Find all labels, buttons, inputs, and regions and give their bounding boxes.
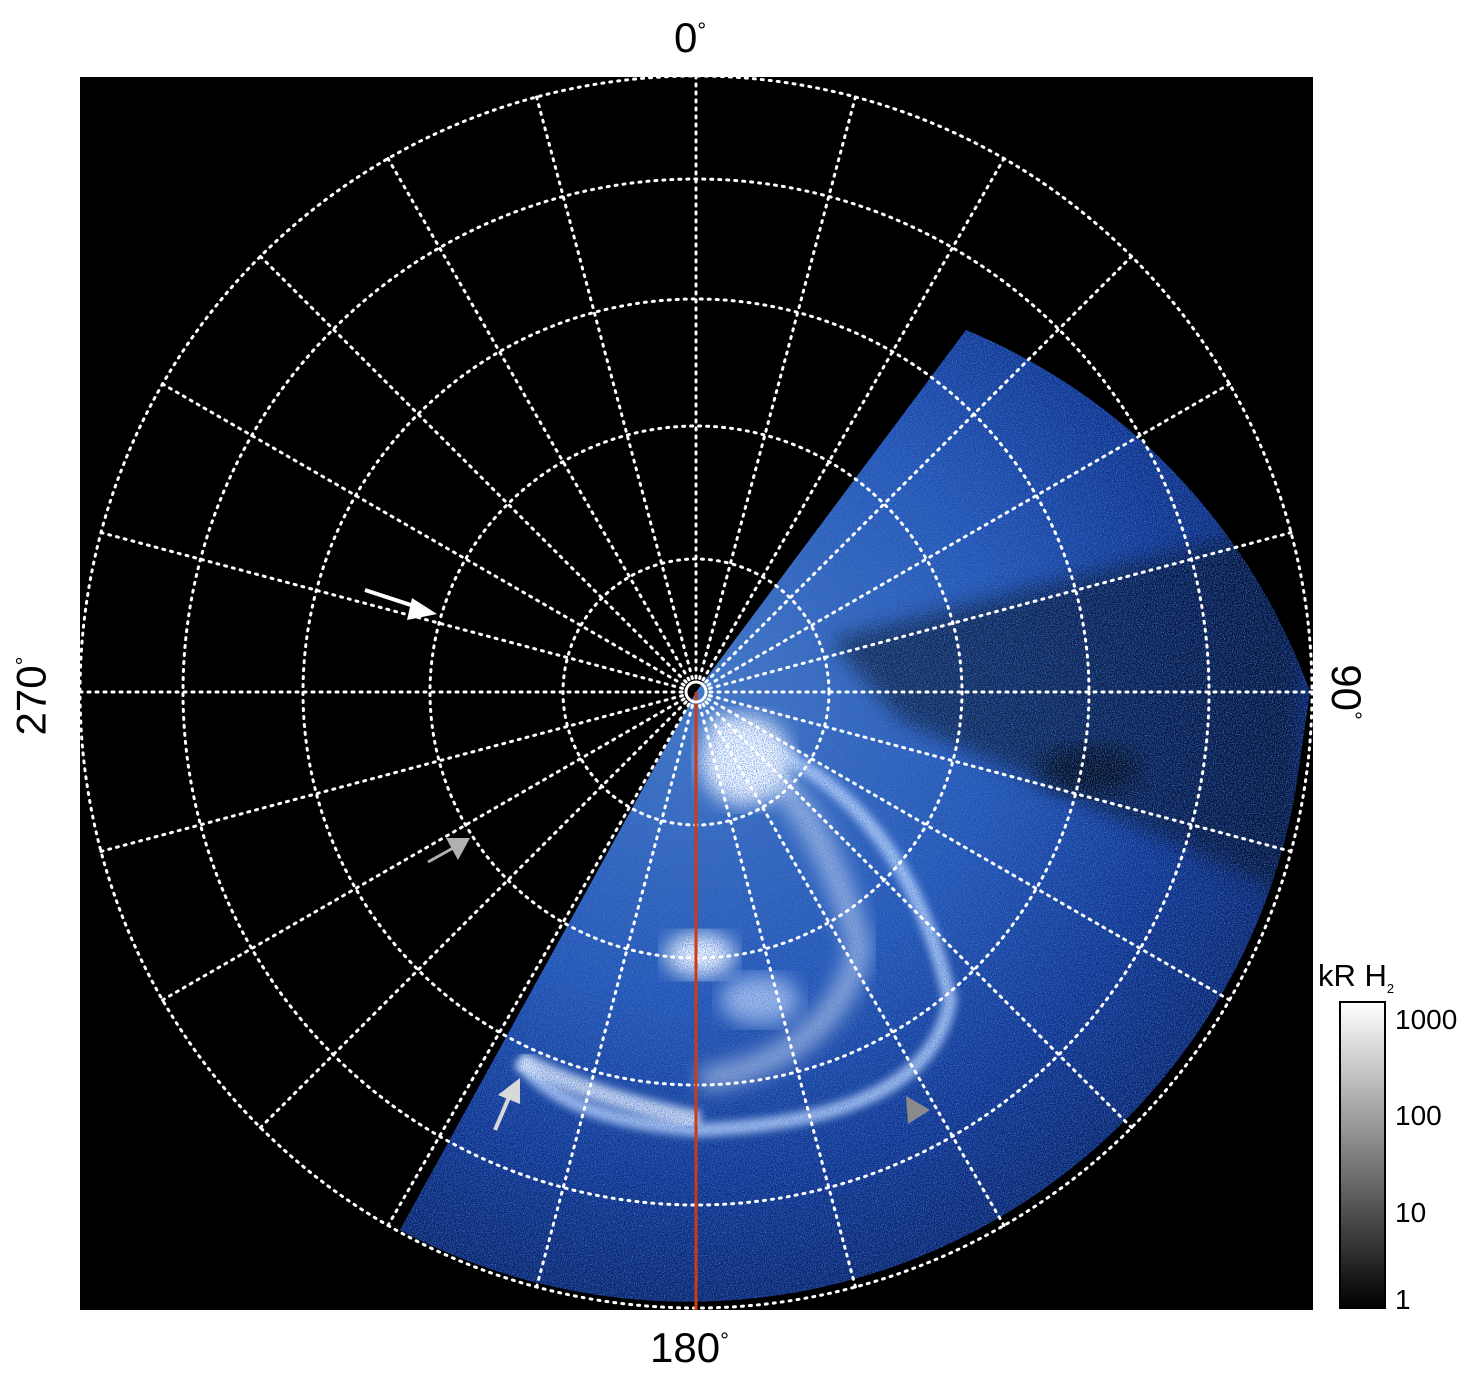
colorbar [1339, 1001, 1386, 1309]
arrowhead-dark-gray [906, 1096, 930, 1124]
colorbar-tick-1000: 1000 [1395, 1004, 1458, 1035]
angle-label-left: 270° [7, 656, 55, 736]
angle-label-top: 0° [674, 14, 707, 61]
arrow-white [364, 588, 437, 620]
colorbar-title: kR H2 [1318, 958, 1395, 997]
colorbar-tick-100: 100 [1395, 1100, 1442, 1131]
colorbar-tick-1: 1 [1395, 1284, 1411, 1315]
arrow-gray [427, 838, 470, 864]
pole-marker [684, 680, 708, 704]
colorbar-tick-10: 10 [1395, 1197, 1427, 1228]
arrow-light-gray [493, 1078, 520, 1131]
angle-label-bottom: 180° [650, 1324, 729, 1371]
angle-label-right: 90° [1322, 664, 1370, 720]
